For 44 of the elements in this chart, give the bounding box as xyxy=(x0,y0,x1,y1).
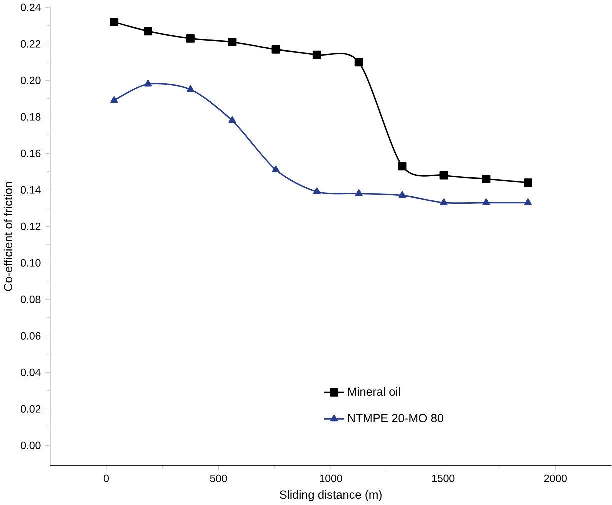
point xyxy=(524,198,532,206)
legend-label: Mineral oil xyxy=(348,387,400,396)
y-tick-label: 0.24 xyxy=(21,4,41,12)
point xyxy=(144,27,152,36)
y-tick-label: 0.02 xyxy=(21,405,41,413)
point xyxy=(440,198,448,206)
point xyxy=(186,34,195,43)
point xyxy=(144,80,152,87)
point xyxy=(272,166,280,172)
point xyxy=(398,191,406,198)
y-tick-label: 0.04 xyxy=(21,368,41,376)
point xyxy=(228,38,237,46)
x-tick-label: 1500 xyxy=(432,474,455,482)
point xyxy=(398,162,407,171)
y-tick-label: 0.00 xyxy=(21,442,41,450)
point xyxy=(110,18,119,26)
point xyxy=(228,116,236,124)
y-tick-label: 0.10 xyxy=(21,259,41,267)
point xyxy=(186,85,194,92)
y-tick-label: 0.14 xyxy=(21,186,41,194)
x-tick-label: 1000 xyxy=(320,474,342,482)
x-tick-label: 500 xyxy=(210,474,228,482)
y-tick-label: 0.06 xyxy=(21,332,41,340)
x-tick-label: 0 xyxy=(104,474,110,482)
point xyxy=(110,96,118,104)
x-tick-label: 2000 xyxy=(544,474,567,482)
point xyxy=(440,171,448,180)
point xyxy=(482,198,490,206)
y-tick-label: 0.20 xyxy=(21,76,41,84)
y-tick-label: 0.22 xyxy=(21,40,41,48)
point xyxy=(272,45,280,54)
point xyxy=(482,174,491,184)
point xyxy=(524,178,532,187)
point xyxy=(355,189,363,196)
y-tick-label: 0.16 xyxy=(21,150,41,158)
legend-label: NTMPE 20-MO 80 xyxy=(348,414,444,422)
point xyxy=(312,50,322,60)
y-tick-label: 0.18 xyxy=(21,113,41,121)
point xyxy=(354,58,364,66)
x-axis-title: Sliding distance (m) xyxy=(280,490,382,502)
point xyxy=(313,188,321,194)
y-tick-label: 0.08 xyxy=(21,296,41,304)
y-axis-title: Co-efficient of friction xyxy=(4,182,13,292)
y-tick-label: 0.12 xyxy=(21,222,41,230)
